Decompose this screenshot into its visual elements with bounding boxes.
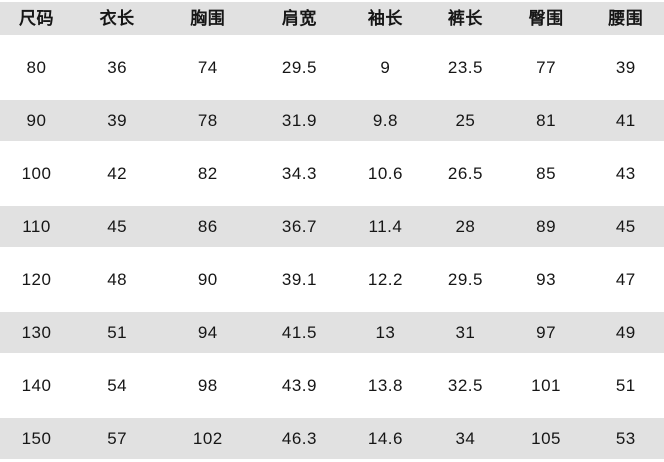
cell-waist: 49 bbox=[615, 323, 636, 342]
col-header-waist: 腰围 bbox=[608, 9, 644, 28]
table-row-size-140: 140 54 98 43.9 13.8 32.5 101 51 bbox=[0, 353, 664, 418]
cell-pants-length: 26.5 bbox=[447, 164, 483, 183]
cell-bust: 98 bbox=[197, 376, 218, 395]
cell-size: 80 bbox=[26, 58, 47, 77]
cell-sleeve-length: 9 bbox=[380, 58, 391, 77]
col-header-bust: 胸围 bbox=[190, 9, 226, 28]
cell-size: 120 bbox=[21, 270, 52, 289]
cell-garment-length: 48 bbox=[107, 270, 128, 289]
table-row-size-110: 110 45 86 36.7 11.4 28 89 45 bbox=[0, 206, 664, 247]
cell-size: 140 bbox=[21, 376, 52, 395]
cell-hip: 105 bbox=[531, 429, 562, 448]
cell-hip: 81 bbox=[536, 111, 557, 130]
cell-garment-length: 42 bbox=[107, 164, 128, 183]
cell-shoulder-width: 39.1 bbox=[281, 270, 317, 289]
cell-garment-length: 51 bbox=[107, 323, 128, 342]
cell-shoulder-width: 31.9 bbox=[281, 111, 317, 130]
cell-waist: 51 bbox=[615, 376, 636, 395]
cell-hip: 77 bbox=[536, 58, 557, 77]
cell-size: 110 bbox=[22, 217, 51, 236]
col-header-hip: 臀围 bbox=[528, 9, 564, 28]
cell-shoulder-width: 36.7 bbox=[281, 217, 317, 236]
cell-pants-length: 28 bbox=[455, 217, 476, 236]
cell-garment-length: 54 bbox=[107, 376, 128, 395]
cell-sleeve-length: 9.8 bbox=[372, 111, 398, 130]
cell-garment-length: 36 bbox=[107, 58, 128, 77]
col-header-pants-length: 裤长 bbox=[447, 9, 483, 28]
cell-size: 150 bbox=[21, 429, 52, 448]
cell-sleeve-length: 10.6 bbox=[367, 164, 403, 183]
col-header-shoulder-width: 肩宽 bbox=[281, 9, 317, 28]
cell-waist: 47 bbox=[615, 270, 636, 289]
cell-hip: 101 bbox=[531, 376, 562, 395]
cell-pants-length: 34 bbox=[455, 429, 476, 448]
cell-sleeve-length: 12.2 bbox=[367, 270, 403, 289]
cell-sleeve-length: 13.8 bbox=[367, 376, 403, 395]
cell-size: 90 bbox=[26, 111, 47, 130]
header-row: 尺码 衣长 胸围 肩宽 袖长 裤长 臀围 腰围 bbox=[0, 2, 664, 35]
cell-pants-length: 25 bbox=[455, 111, 476, 130]
cell-garment-length: 57 bbox=[107, 429, 128, 448]
cell-shoulder-width: 41.5 bbox=[281, 323, 317, 342]
cell-hip: 85 bbox=[536, 164, 557, 183]
cell-bust: 102 bbox=[192, 429, 223, 448]
cell-sleeve-length: 14.6 bbox=[367, 429, 403, 448]
cell-waist: 43 bbox=[615, 164, 636, 183]
cell-waist: 41 bbox=[615, 111, 636, 130]
cell-pants-length: 31 bbox=[455, 323, 476, 342]
cell-hip: 89 bbox=[536, 217, 557, 236]
cell-bust: 82 bbox=[197, 164, 218, 183]
cell-waist: 39 bbox=[615, 58, 636, 77]
cell-sleeve-length: 13 bbox=[375, 323, 396, 342]
cell-bust: 86 bbox=[197, 217, 218, 236]
table-row-size-150: 150 57 102 46.3 14.6 34 105 53 bbox=[0, 418, 664, 459]
col-header-size: 尺码 bbox=[19, 9, 55, 28]
table-row-size-90: 90 39 78 31.9 9.8 25 81 41 bbox=[0, 100, 664, 141]
table-row-size-130: 130 51 94 41.5 13 31 97 49 bbox=[0, 312, 664, 353]
cell-pants-length: 23.5 bbox=[447, 58, 483, 77]
cell-pants-length: 29.5 bbox=[447, 270, 483, 289]
cell-hip: 97 bbox=[536, 323, 557, 342]
col-header-garment-length: 衣长 bbox=[99, 9, 135, 28]
cell-pants-length: 32.5 bbox=[447, 376, 483, 395]
table-row-size-120: 120 48 90 39.1 12.2 29.5 93 47 bbox=[0, 247, 664, 312]
cell-size: 100 bbox=[21, 164, 52, 183]
cell-shoulder-width: 29.5 bbox=[281, 58, 317, 77]
cell-shoulder-width: 46.3 bbox=[281, 429, 317, 448]
cell-shoulder-width: 43.9 bbox=[281, 376, 317, 395]
col-header-sleeve-length: 袖长 bbox=[367, 9, 403, 28]
cell-sleeve-length: 11.4 bbox=[368, 217, 403, 236]
cell-bust: 90 bbox=[197, 270, 218, 289]
table-row-size-100: 100 42 82 34.3 10.6 26.5 85 43 bbox=[0, 141, 664, 206]
cell-garment-length: 45 bbox=[107, 217, 128, 236]
table-row-size-80: 80 36 74 29.5 9 23.5 77 39 bbox=[0, 35, 664, 100]
cell-garment-length: 39 bbox=[107, 111, 128, 130]
cell-bust: 94 bbox=[197, 323, 218, 342]
cell-bust: 78 bbox=[197, 111, 218, 130]
cell-waist: 45 bbox=[615, 217, 636, 236]
cell-waist: 53 bbox=[615, 429, 636, 448]
cell-hip: 93 bbox=[536, 270, 557, 289]
cell-shoulder-width: 34.3 bbox=[281, 164, 317, 183]
cell-size: 130 bbox=[21, 323, 52, 342]
cell-bust: 74 bbox=[197, 58, 218, 77]
